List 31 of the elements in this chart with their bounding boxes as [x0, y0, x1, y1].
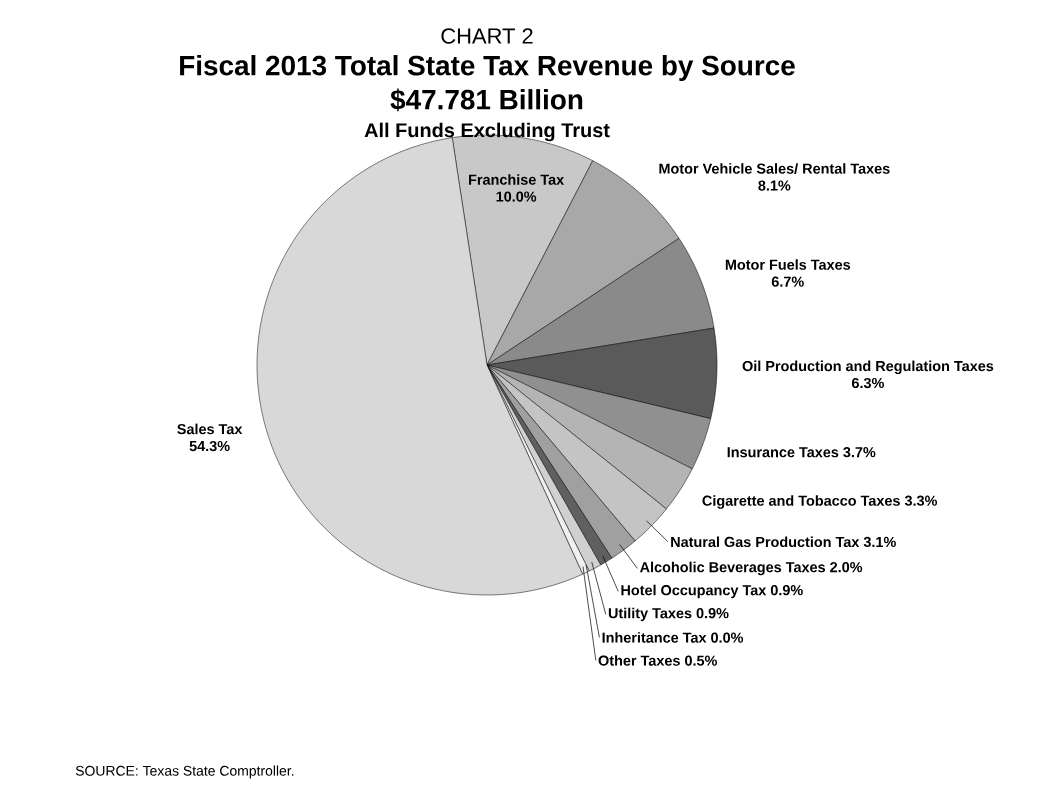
slice-label: Sales Tax: [177, 423, 243, 435]
slice-label: Oil Production and Regulation Taxes: [742, 360, 994, 375]
data-label: 0.5%: [685, 655, 718, 666]
category-label: Inheritance Tax: [602, 632, 707, 643]
slice-label: Natural Gas Production Tax: [671, 536, 860, 548]
slice-label: Cigarette and Tobacco Taxes: [702, 495, 900, 509]
slice-label: Motor Vehicle Sales/ Rental Taxes: [659, 163, 890, 174]
source-note: SOURCE: Texas State Comptroller.: [75, 765, 294, 779]
data-label: 0.9%: [770, 585, 803, 596]
data-label: 6.3%: [851, 377, 884, 389]
data-label: 10.0%: [496, 191, 537, 202]
data-label: 54.3%: [189, 440, 230, 452]
data-label: 3.3%: [904, 495, 938, 506]
slice-label: Motor Fuels Taxes: [725, 259, 851, 270]
slice-label: Other Taxes: [598, 655, 680, 666]
chart-subtitle: $47.781 Billion: [390, 88, 583, 112]
slice-label: Insurance Taxes: [727, 447, 839, 458]
chart-title: Fiscal 2013 Total State Tax Revenue by Source: [180, 55, 795, 81]
slice-label: Hotel Occupancy Tax: [621, 584, 767, 599]
data-label: 6.7%: [771, 276, 804, 287]
caption: CHART 2: [441, 28, 533, 44]
data-label: 2.0%: [830, 562, 863, 573]
data-label: 3.7%: [843, 447, 876, 458]
text: 0.0%: [711, 632, 744, 643]
slice-label: Utility Taxes: [608, 607, 692, 622]
slice-label: Alcoholic Beverages Taxes: [639, 561, 826, 576]
data-label: 0.9%: [696, 608, 729, 619]
data-label: 3.1%: [863, 536, 896, 548]
data-label: 8.1%: [758, 180, 791, 191]
slice-label: Franchise Tax: [469, 174, 565, 185]
text: All Funds Excluding Trust: [364, 122, 610, 142]
